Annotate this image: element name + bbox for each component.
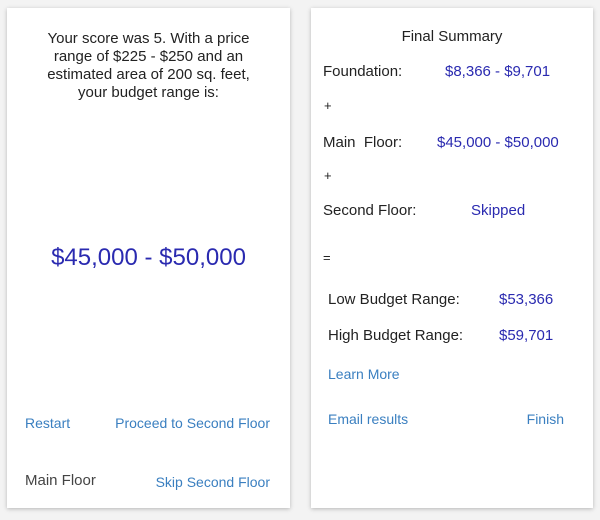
summary-title: Final Summary [401, 28, 503, 45]
budget-result-panel: Your score was 5. With a price range of … [7, 8, 290, 508]
foundation-value: $8,366 - $9,701 [445, 63, 551, 80]
equals-sign: = [323, 250, 331, 265]
restart-button[interactable]: Restart [25, 415, 71, 431]
low-budget-value: $53,366 [499, 291, 554, 308]
score-message: Your score was 5. With a price range of … [47, 30, 250, 101]
section-label: Main Floor [25, 472, 96, 489]
plus-sign: + [324, 98, 332, 113]
email-results-button[interactable]: Email results [328, 411, 409, 427]
skip-second-floor-button[interactable]: Skip Second Floor [155, 474, 270, 490]
second-floor-value: Skipped [471, 202, 526, 219]
finish-button[interactable]: Finish [526, 411, 564, 427]
final-summary-panel: Final Summary Foundation: $8,366 - $9,70… [311, 8, 593, 508]
low-budget-label: Low Budget Range: [328, 291, 460, 308]
plus-sign: + [324, 168, 332, 183]
main-floor-label: Main Floor: [323, 134, 403, 151]
second-floor-label: Second Floor: [323, 202, 417, 219]
budget-range-value: $45,000 - $50,000 [51, 244, 246, 271]
high-budget-label: High Budget Range: [328, 327, 464, 344]
foundation-label: Foundation: [323, 63, 403, 80]
proceed-to-second-floor-button[interactable]: Proceed to Second Floor [115, 415, 270, 431]
high-budget-value: $59,701 [499, 327, 554, 344]
learn-more-link[interactable]: Learn More [328, 366, 400, 382]
main-floor-value: $45,000 - $50,000 [437, 134, 559, 151]
